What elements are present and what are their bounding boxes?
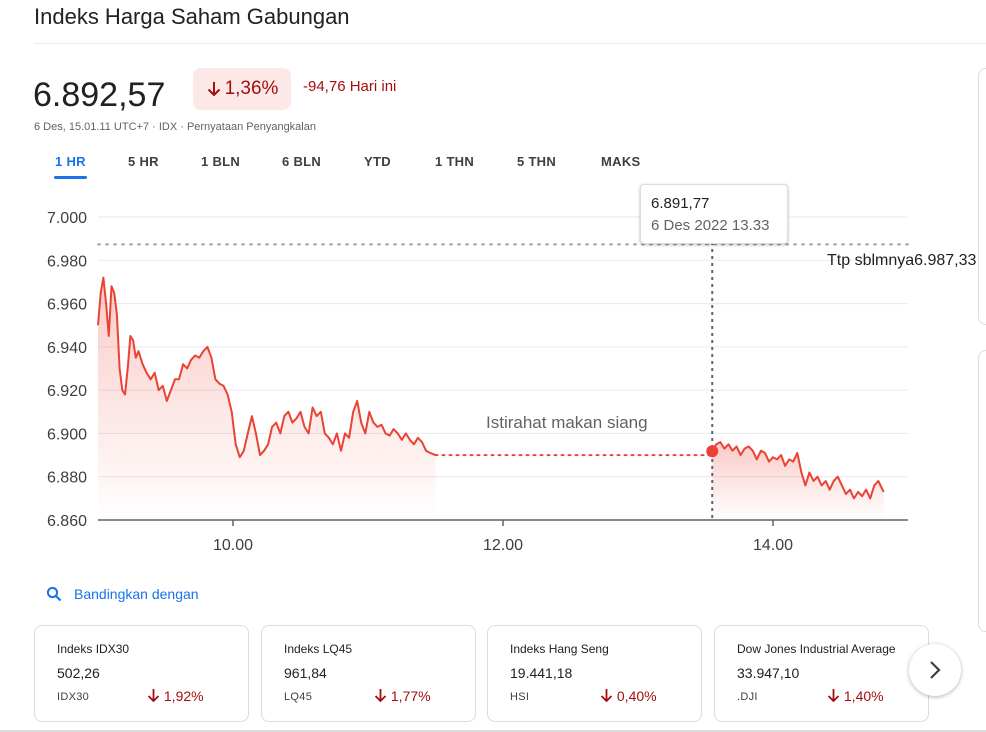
- related-card-hsi[interactable]: Indeks Hang Seng 19.441,18 HSI 0,40%: [487, 625, 702, 722]
- related-price: 33.947,10: [737, 665, 800, 681]
- x-axis-ticks: 10.00 12.00 14.00: [213, 520, 793, 554]
- previous-close-caption: Ttp sblmnya: [827, 252, 915, 269]
- related-name: Dow Jones Industrial Average: [737, 642, 896, 656]
- quote-meta: 6 Des, 15.01.11 UTC+7 · IDX · Pernyataan…: [34, 121, 316, 133]
- arrow-down-icon: [827, 689, 840, 703]
- related-change: 1,92%: [147, 688, 204, 704]
- related-name: Indeks LQ45: [284, 642, 353, 656]
- related-card-dji[interactable]: Dow Jones Industrial Average 33.947,10 .…: [714, 625, 929, 722]
- arrow-down-icon: [374, 689, 387, 703]
- tab-maks[interactable]: MAKS: [601, 154, 641, 169]
- related-ticker: .DJI: [737, 691, 758, 703]
- tab-5hr[interactable]: 5 HR: [128, 154, 159, 169]
- compare-label: Bandingkan dengan: [74, 586, 199, 602]
- day-change: -94,76 Hari ini: [303, 78, 397, 95]
- related-ticker: IDX30: [57, 691, 90, 703]
- bottom-divider: [0, 730, 986, 732]
- related-change-value: 1,77%: [390, 688, 431, 704]
- related-card-idx30[interactable]: Indeks IDX30 502,26 IDX30 1,92%: [34, 625, 249, 722]
- tab-ytd[interactable]: YTD: [364, 154, 391, 169]
- title-divider: [34, 43, 986, 44]
- related-price: 961,84: [284, 665, 327, 681]
- active-tab-indicator: [54, 176, 87, 179]
- related-change-value: 1,40%: [843, 688, 884, 704]
- related-ticker: LQ45: [284, 691, 313, 703]
- hover-tooltip: 6.891,77 6 Des 2022 13.33: [640, 184, 788, 244]
- y-tick-label: 6.960: [47, 297, 87, 314]
- series-line-1: [97, 276, 436, 459]
- tab-1bln[interactable]: 1 BLN: [201, 154, 241, 169]
- related-change-value: 0,40%: [616, 688, 657, 704]
- page-title: Indeks Harga Saham Gabungan: [34, 4, 350, 29]
- hover-point: [706, 445, 719, 458]
- tooltip-value: 6.891,77: [651, 195, 710, 212]
- percent-change-badge: 1,36%: [193, 68, 291, 110]
- related-price: 502,26: [57, 665, 100, 681]
- related-change: 1,77%: [374, 688, 431, 704]
- tab-1hr[interactable]: 1 HR: [55, 154, 86, 169]
- price-chart[interactable]: 7.000 6.980 6.960 6.940 6.920 6.900 6.880 6.860…: [0, 180, 930, 560]
- chart-series: [97, 242, 909, 520]
- tooltip-date: 6 Des 2022 13.33: [651, 217, 770, 234]
- arrow-down-icon: [207, 82, 220, 97]
- arrow-down-icon: [600, 689, 613, 703]
- x-tick-label: 10.00: [213, 537, 253, 554]
- next-cards-button[interactable]: [909, 644, 961, 696]
- related-change: 0,40%: [600, 688, 657, 704]
- tab-1thn[interactable]: 1 THN: [435, 154, 475, 169]
- previous-close-label: Ttp sblmnya6.987,33: [827, 250, 976, 271]
- x-tick-label: 12.00: [483, 537, 523, 554]
- side-panel: [978, 68, 986, 325]
- series-area-1: [98, 277, 436, 520]
- tab-6bln[interactable]: 6 BLN: [282, 154, 322, 169]
- tab-5thn[interactable]: 5 THN: [517, 154, 557, 169]
- y-tick-label: 6.920: [47, 383, 87, 400]
- y-tick-label: 6.900: [47, 426, 87, 443]
- related-change-value: 1,92%: [163, 688, 204, 704]
- y-tick-label: 6.880: [47, 470, 87, 487]
- y-tick-label: 6.860: [47, 513, 87, 530]
- series-area-2: [712, 442, 884, 520]
- current-price: 6.892,57: [33, 76, 166, 114]
- related-card-lq45[interactable]: Indeks LQ45 961,84 LQ45 1,77%: [261, 625, 476, 722]
- related-price: 19.441,18: [510, 665, 573, 681]
- y-tick-label: 6.980: [47, 253, 87, 270]
- percent-change-value: 1,36%: [224, 78, 279, 99]
- related-name: Indeks IDX30: [57, 642, 130, 656]
- related-name: Indeks Hang Seng: [510, 642, 609, 656]
- x-tick-label: 14.00: [753, 537, 793, 554]
- search-icon: [46, 586, 62, 602]
- compare-button[interactable]: Bandingkan dengan: [46, 586, 199, 602]
- y-tick-label: 6.940: [47, 340, 87, 357]
- lunch-break-annotation: Istirahat makan siang: [486, 413, 648, 432]
- series-line-2: [711, 441, 885, 500]
- related-ticker: HSI: [510, 691, 530, 703]
- chevron-right-icon: [930, 661, 941, 679]
- previous-close-value: 6.987,33: [914, 252, 977, 269]
- y-tick-label: 7.000: [47, 210, 87, 227]
- related-change: 1,40%: [827, 688, 884, 704]
- arrow-down-icon: [147, 689, 160, 703]
- side-panel: [978, 350, 986, 632]
- y-axis-labels: 7.000 6.980 6.960 6.940 6.920 6.900 6.880 6.860: [47, 210, 87, 530]
